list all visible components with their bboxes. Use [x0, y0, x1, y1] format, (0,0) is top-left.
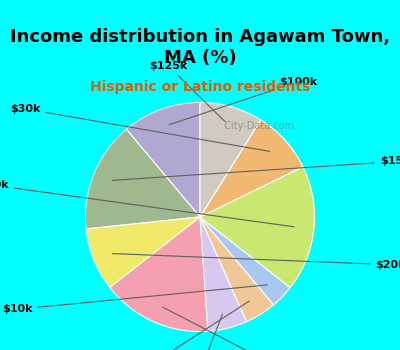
Wedge shape — [200, 167, 314, 287]
Text: $10k: $10k — [2, 285, 267, 314]
Wedge shape — [200, 103, 261, 217]
Wedge shape — [86, 129, 200, 229]
Wedge shape — [110, 217, 208, 331]
Wedge shape — [200, 217, 274, 322]
Text: $20k: $20k — [112, 254, 400, 270]
Wedge shape — [200, 217, 290, 305]
Wedge shape — [86, 217, 200, 287]
Wedge shape — [126, 103, 200, 217]
Text: $75k: $75k — [177, 314, 222, 350]
Text: $60k: $60k — [163, 307, 327, 350]
Text: $30k: $30k — [10, 104, 270, 152]
Text: $125k: $125k — [149, 61, 225, 121]
Text: Hispanic or Latino residents: Hispanic or Latino residents — [90, 80, 310, 94]
Text: Income distribution in Agawam Town,
MA (%): Income distribution in Agawam Town, MA (… — [10, 28, 390, 67]
Text: $150k: $150k — [112, 156, 400, 180]
Text: $50k: $50k — [113, 301, 249, 350]
Text: $40k: $40k — [0, 180, 294, 227]
Wedge shape — [200, 217, 246, 331]
Text: $100k: $100k — [169, 77, 318, 125]
Wedge shape — [200, 120, 303, 217]
Text: City-Data.com: City-Data.com — [218, 121, 294, 131]
